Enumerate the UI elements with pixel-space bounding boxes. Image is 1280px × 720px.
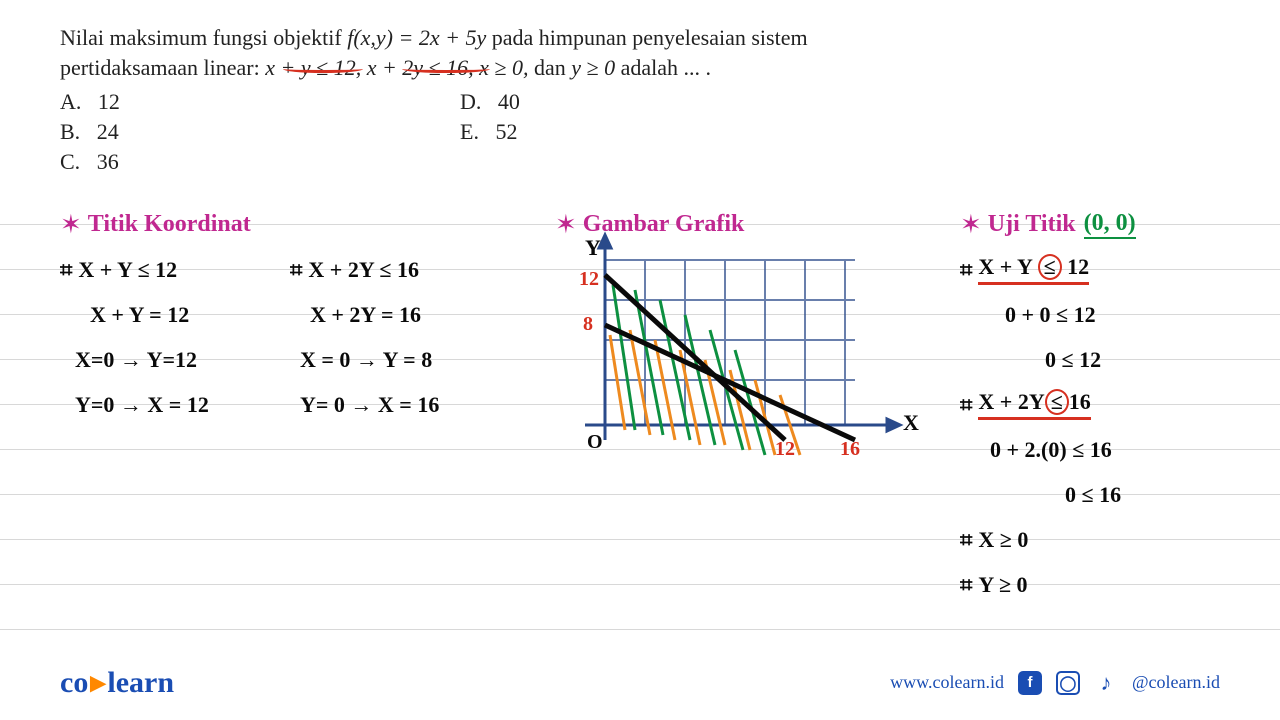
- star-icon: ✶: [960, 210, 982, 240]
- test-eq-1: ⌗ X + Y ≤ 12: [960, 247, 1240, 292]
- y-tick-8: 8: [583, 313, 593, 335]
- test-eq-3: ⌗X ≥ 0: [960, 517, 1240, 562]
- origin-label: O: [587, 431, 603, 453]
- q-text: dan: [534, 55, 571, 80]
- red-underline-annotation: [402, 65, 490, 73]
- constraint-2-eq: X + 2Y = 16: [290, 292, 480, 337]
- q-text: Nilai maksimum fungsi objektif: [60, 25, 347, 50]
- question-line-1: Nilai maksimum fungsi objektif f(x,y) = …: [60, 25, 1220, 51]
- y-axis-label: Y: [585, 235, 601, 260]
- option-e: E. 52: [460, 119, 860, 145]
- constraint-2-y0: Y= 0 → X = 16: [290, 382, 480, 427]
- facebook-icon: f: [1018, 671, 1042, 695]
- option-c: C. 36: [60, 149, 460, 175]
- test-eq-2-sub: 0 + 2.(0) ≤ 16: [960, 427, 1240, 472]
- red-underline-annotation: [283, 65, 363, 73]
- footer-right: www.colearn.id f ◯ ♪ @colearn.id: [890, 671, 1220, 695]
- test-eq-4: ⌗Y ≥ 0: [960, 562, 1240, 607]
- constraint-1-header: ⌗X + Y ≤ 12: [60, 247, 250, 292]
- hash-icon: ⌗: [960, 392, 972, 418]
- right-column: ✶ Uji Titik (0, 0) ⌗ X + Y ≤ 12 0 + 0 ≤ …: [960, 202, 1240, 607]
- constraint-1-y0: Y=0 → X = 12: [60, 382, 250, 427]
- tiktok-icon: ♪: [1094, 671, 1118, 695]
- coord-title: Titik Koordinat: [88, 211, 251, 238]
- option-a: A. 12: [60, 89, 460, 115]
- instagram-icon: ◯: [1056, 671, 1080, 695]
- footer-url: www.colearn.id: [890, 672, 1004, 693]
- q-formula: f(x,y) = 2x + 5y: [347, 25, 492, 50]
- question-line-2: pertidaksamaan linear: x + y ≤ 12, x + 2…: [60, 55, 1220, 81]
- test-eq-2: ⌗ X + 2Y≤16: [960, 382, 1240, 427]
- footer-handle: @colearn.id: [1132, 672, 1220, 693]
- constraint-1-x0: X=0 → Y=12: [60, 337, 250, 382]
- q-text: pada himpunan penyelesaian sistem: [492, 25, 808, 50]
- section-title-row: ✶ Uji Titik (0, 0): [960, 202, 1240, 247]
- constraint-2-header: ⌗X + 2Y ≤ 16: [290, 247, 480, 292]
- hash-icon: ⌗: [290, 257, 302, 283]
- q-constraints: y ≥ 0: [571, 55, 620, 80]
- left-column: ✶ Titik Koordinat ⌗X + Y ≤ 12 X + Y = 12…: [60, 202, 480, 427]
- x-tick-16: 16: [840, 438, 860, 460]
- option-d: D. 40: [460, 89, 860, 115]
- test-eq-1-res: 0 ≤ 12: [960, 337, 1240, 382]
- section-title-row: ✶ Titik Koordinat: [60, 202, 480, 247]
- constraint-1-eq: X + Y = 12: [60, 292, 250, 337]
- hash-icon: ⌗: [60, 257, 72, 283]
- footer: co▸learn www.colearn.id f ◯ ♪ @colearn.i…: [60, 665, 1220, 700]
- logo-dot-icon: ▸: [90, 666, 105, 699]
- y-tick-12: 12: [579, 268, 599, 290]
- question-block: Nilai maksimum fungsi objektif f(x,y) = …: [60, 25, 1220, 179]
- options-row: A. 12 B. 24 C. 36 D. 40 E. 52: [60, 89, 1220, 179]
- hash-icon: ⌗: [960, 572, 972, 598]
- q-text: adalah ... .: [621, 55, 711, 80]
- star-icon: ✶: [60, 210, 82, 240]
- option-b: B. 24: [60, 119, 460, 145]
- constraint-2-x0: X = 0 → Y = 8: [290, 337, 480, 382]
- test-point: (0, 0): [1084, 210, 1136, 239]
- hash-icon: ⌗: [960, 257, 972, 283]
- graph-svg: Y X O 12 8 12 16: [555, 230, 925, 490]
- test-eq-2-res: 0 ≤ 16: [960, 472, 1240, 517]
- x-axis-label: X: [903, 410, 919, 435]
- x-tick-12: 12: [775, 438, 795, 460]
- q-text: pertidaksamaan linear:: [60, 55, 265, 80]
- test-title: Uji Titik: [988, 211, 1076, 238]
- hash-icon: ⌗: [960, 527, 972, 553]
- logo: co▸learn: [60, 665, 174, 700]
- test-eq-1-sub: 0 + 0 ≤ 12: [960, 292, 1240, 337]
